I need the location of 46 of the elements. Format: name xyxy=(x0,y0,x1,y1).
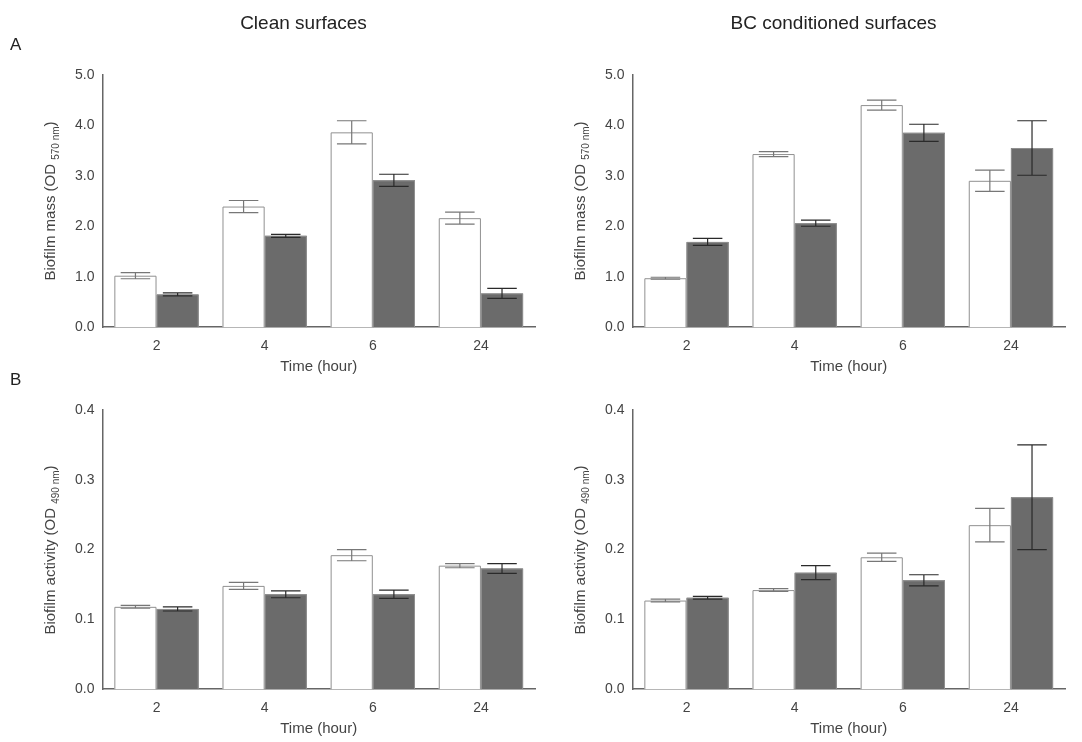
y-tick-label: 0.0 xyxy=(604,680,625,697)
x-tick-label: 6 xyxy=(898,699,907,716)
y-tick-label: 0.2 xyxy=(604,540,625,557)
y-tick-label: 0.1 xyxy=(74,610,95,627)
y-tick-label: 0.0 xyxy=(604,318,625,335)
y-tick-label: 0.4 xyxy=(74,400,95,417)
x-axis-title: Time (hour) xyxy=(280,719,358,737)
y-tick-label: 4.0 xyxy=(74,116,95,133)
x-axis-title: Time (hour) xyxy=(810,357,888,375)
y-tick-label: 0.2 xyxy=(74,540,95,557)
chart-title: Clean surfaces xyxy=(240,11,367,33)
x-tick-label: 24 xyxy=(1003,337,1019,354)
y-tick-label: 0.4 xyxy=(604,400,625,417)
x-tick-label: 24 xyxy=(473,699,489,716)
x-tick-label: 24 xyxy=(1003,699,1019,716)
y-tick-label: 3.0 xyxy=(74,166,95,183)
x-tick-label: 2 xyxy=(682,699,691,716)
x-tick-label: 6 xyxy=(368,337,377,354)
y-tick-label: 0.1 xyxy=(604,610,625,627)
y-tick-label: 3.0 xyxy=(604,166,625,183)
x-axis-title: Time (hour) xyxy=(810,719,888,737)
x-tick-label: 6 xyxy=(898,337,907,354)
y-tick-label: 0.3 xyxy=(74,470,95,487)
x-tick-label: 24 xyxy=(473,337,489,354)
text: B xyxy=(10,370,22,390)
text: A xyxy=(10,34,22,55)
x-tick-label: 2 xyxy=(152,337,161,354)
y-tick-label: 5.0 xyxy=(74,65,95,82)
y-tick-label: 2.0 xyxy=(604,217,625,234)
y-tick-label: 5.0 xyxy=(604,65,625,82)
x-axis-title: Time (hour) xyxy=(280,357,358,375)
x-tick-label: 6 xyxy=(368,699,377,716)
x-tick-label: 4 xyxy=(260,699,269,716)
y-tick-label: 4.0 xyxy=(604,116,625,133)
y-tick-label: 1.0 xyxy=(74,267,95,284)
chart-title: BC conditioned surfaces xyxy=(730,11,937,33)
y-tick-label: 0.0 xyxy=(74,318,95,335)
x-tick-label: 2 xyxy=(152,699,161,716)
y-tick-label: 0.0 xyxy=(74,680,95,697)
x-tick-label: 4 xyxy=(790,337,799,354)
y-tick-label: 2.0 xyxy=(74,217,95,234)
x-tick-label: 4 xyxy=(790,699,799,716)
y-tick-label: 1.0 xyxy=(604,267,625,284)
x-tick-label: 4 xyxy=(260,337,269,354)
y-tick-label: 0.3 xyxy=(604,470,625,487)
x-tick-label: 2 xyxy=(682,337,691,354)
